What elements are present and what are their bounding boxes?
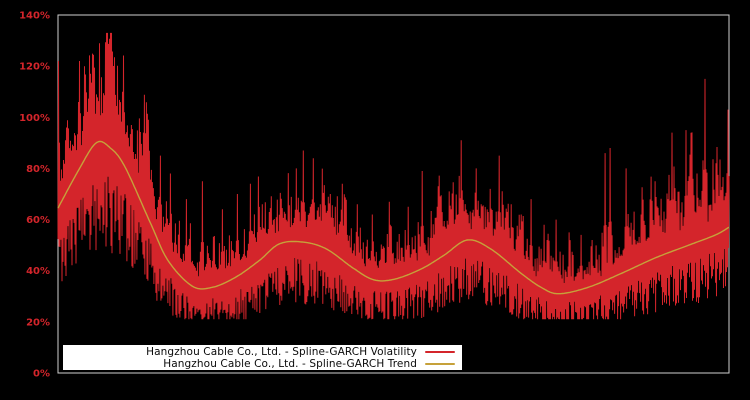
- y-axis-tick-label: 40%: [26, 266, 50, 277]
- plot-border: [57, 14, 730, 374]
- legend-item-trend: Hangzhou Cable Co., Ltd. - Spline-GARCH …: [63, 358, 462, 370]
- y-axis-tick-label: 60%: [26, 215, 50, 226]
- y-axis-tick-label: 0%: [33, 369, 50, 380]
- y-axis-tick-label: 20%: [26, 317, 50, 328]
- legend-item-volatility: Hangzhou Cable Co., Ltd. - Spline-GARCH …: [63, 346, 462, 358]
- y-axis-tick-label: 100%: [19, 113, 50, 124]
- legend-label-trend: Hangzhou Cable Co., Ltd. - Spline-GARCH …: [163, 357, 417, 370]
- y-axis-tick-label: 80%: [26, 164, 50, 175]
- legend-line-sample-volatility: [425, 350, 455, 353]
- y-axis-tick-label: 140%: [19, 11, 50, 22]
- legend-line-sample-trend: [425, 362, 455, 365]
- y-axis-tick-label: 120%: [19, 62, 50, 73]
- chart-legend: Hangzhou Cable Co., Ltd. - Spline-GARCH …: [63, 345, 462, 370]
- y-axis: 0% 20% 40% 60% 80% 100% 120% 140%: [19, 11, 50, 380]
- legend-label-volatility: Hangzhou Cable Co., Ltd. - Spline-GARCH …: [146, 345, 417, 358]
- trend-series-line: [57, 140, 730, 295]
- volatility-series-line: [57, 32, 730, 320]
